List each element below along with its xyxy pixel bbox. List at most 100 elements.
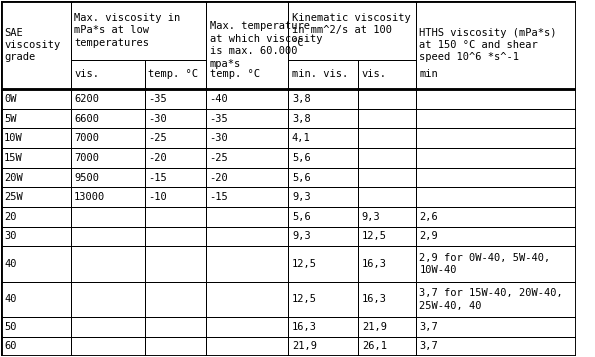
Bar bbox=[71, 109, 145, 129]
Text: 60: 60 bbox=[4, 342, 17, 352]
Bar bbox=[289, 1, 416, 60]
Bar bbox=[1, 187, 71, 207]
Text: -20: -20 bbox=[148, 153, 167, 163]
Text: 9,3: 9,3 bbox=[292, 192, 311, 202]
Text: Max. viscosity in
mPa*s at low
temperatures: Max. viscosity in mPa*s at low temperatu… bbox=[74, 13, 180, 47]
Bar bbox=[416, 187, 576, 207]
Bar bbox=[1, 282, 71, 317]
Text: min: min bbox=[419, 69, 438, 79]
Bar bbox=[71, 227, 145, 246]
Text: 2,9 for 0W-40, 5W-40,
10W-40: 2,9 for 0W-40, 5W-40, 10W-40 bbox=[419, 253, 550, 275]
Bar bbox=[71, 89, 145, 109]
Bar bbox=[206, 1, 289, 89]
Bar bbox=[71, 148, 145, 168]
Text: -35: -35 bbox=[209, 114, 228, 124]
Text: 7000: 7000 bbox=[74, 133, 99, 143]
Bar bbox=[206, 227, 289, 246]
Text: -25: -25 bbox=[209, 153, 228, 163]
Text: 7000: 7000 bbox=[74, 153, 99, 163]
Bar bbox=[145, 109, 206, 129]
Bar bbox=[1, 129, 71, 148]
Text: 9,3: 9,3 bbox=[362, 212, 381, 222]
Text: -30: -30 bbox=[148, 114, 167, 124]
Text: -35: -35 bbox=[148, 94, 167, 104]
Text: Max. temperature
at which viscosity
is max. 60.000
mpa*s: Max. temperature at which viscosity is m… bbox=[209, 21, 322, 69]
Text: vis.: vis. bbox=[362, 69, 387, 79]
Text: 26,1: 26,1 bbox=[362, 342, 387, 352]
Bar bbox=[145, 246, 206, 282]
Text: -10: -10 bbox=[148, 192, 167, 202]
Text: 40: 40 bbox=[4, 294, 17, 304]
Text: 5,6: 5,6 bbox=[292, 172, 311, 182]
Bar bbox=[358, 129, 416, 148]
Bar bbox=[289, 109, 358, 129]
Text: 40: 40 bbox=[4, 259, 17, 269]
Bar bbox=[358, 187, 416, 207]
Text: -15: -15 bbox=[209, 192, 228, 202]
Text: Kinematic viscosity
in mm^2/s at 100
°C: Kinematic viscosity in mm^2/s at 100 °C bbox=[292, 13, 411, 47]
Bar bbox=[206, 317, 289, 337]
Bar bbox=[416, 207, 576, 227]
Text: 20W: 20W bbox=[4, 172, 23, 182]
Text: 25W: 25W bbox=[4, 192, 23, 202]
Text: 21,9: 21,9 bbox=[292, 342, 317, 352]
Text: 30: 30 bbox=[4, 231, 17, 241]
Text: 20: 20 bbox=[4, 212, 17, 222]
Bar bbox=[358, 246, 416, 282]
Bar bbox=[416, 89, 576, 109]
Bar bbox=[416, 129, 576, 148]
Text: 4,1: 4,1 bbox=[292, 133, 311, 143]
Text: 12,5: 12,5 bbox=[362, 231, 387, 241]
Bar bbox=[358, 207, 416, 227]
Bar bbox=[206, 246, 289, 282]
Bar bbox=[289, 317, 358, 337]
Bar bbox=[416, 1, 576, 89]
Bar bbox=[289, 148, 358, 168]
Bar bbox=[1, 246, 71, 282]
Bar bbox=[358, 168, 416, 187]
Bar bbox=[145, 282, 206, 317]
Bar bbox=[289, 89, 358, 109]
Text: -25: -25 bbox=[148, 133, 167, 143]
Bar bbox=[206, 282, 289, 317]
Text: -30: -30 bbox=[209, 133, 228, 143]
Bar bbox=[145, 187, 206, 207]
Bar bbox=[289, 168, 358, 187]
Text: 16,3: 16,3 bbox=[292, 322, 317, 332]
Bar bbox=[358, 89, 416, 109]
Bar bbox=[71, 337, 145, 356]
Bar bbox=[71, 129, 145, 148]
Bar bbox=[416, 168, 576, 187]
Bar bbox=[289, 337, 358, 356]
Bar bbox=[1, 207, 71, 227]
Text: 12,5: 12,5 bbox=[292, 294, 317, 304]
Bar bbox=[145, 60, 206, 89]
Text: HTHS viscosity (mPa*s)
at 150 °C and shear
speed 10^6 *s^-1: HTHS viscosity (mPa*s) at 150 °C and she… bbox=[419, 27, 557, 62]
Bar bbox=[206, 89, 289, 109]
Text: 5W: 5W bbox=[4, 114, 17, 124]
Bar bbox=[206, 148, 289, 168]
Bar bbox=[289, 207, 358, 227]
Text: 12,5: 12,5 bbox=[292, 259, 317, 269]
Text: 16,3: 16,3 bbox=[362, 294, 387, 304]
Bar bbox=[145, 168, 206, 187]
Bar bbox=[1, 148, 71, 168]
Text: 21,9: 21,9 bbox=[362, 322, 387, 332]
Text: 3,7 for 15W-40, 20W-40,
25W-40, 40: 3,7 for 15W-40, 20W-40, 25W-40, 40 bbox=[419, 288, 563, 311]
Bar bbox=[289, 187, 358, 207]
Text: 3,8: 3,8 bbox=[292, 114, 311, 124]
Bar bbox=[289, 129, 358, 148]
Bar bbox=[416, 317, 576, 337]
Bar bbox=[289, 227, 358, 246]
Bar bbox=[145, 337, 206, 356]
Text: 10W: 10W bbox=[4, 133, 23, 143]
Bar bbox=[358, 148, 416, 168]
Text: SAE
viscosity
grade: SAE viscosity grade bbox=[4, 27, 61, 62]
Bar bbox=[416, 337, 576, 356]
Bar bbox=[358, 337, 416, 356]
Bar bbox=[358, 60, 416, 89]
Bar bbox=[416, 246, 576, 282]
Bar bbox=[71, 168, 145, 187]
Bar bbox=[145, 129, 206, 148]
Bar bbox=[1, 109, 71, 129]
